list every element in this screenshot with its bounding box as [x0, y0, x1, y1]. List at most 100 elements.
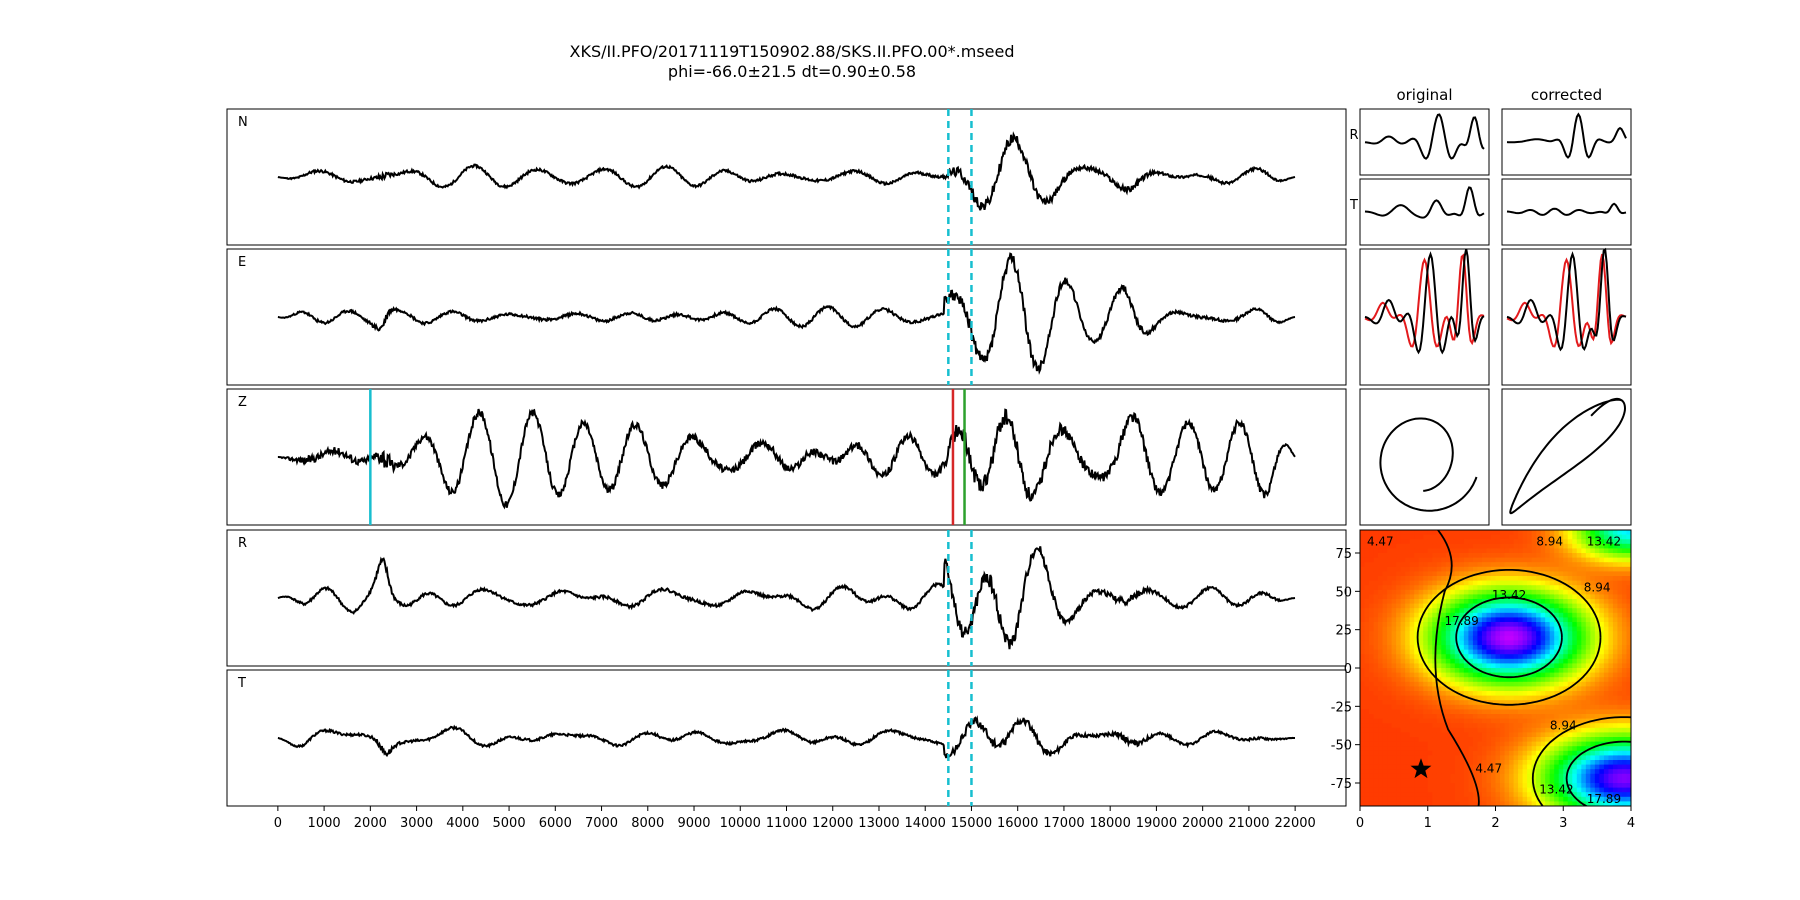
heat-cell: [1396, 658, 1402, 664]
heat-cell: [1391, 557, 1397, 563]
heat-cell: [1626, 677, 1631, 683]
heat-cell: [1594, 626, 1600, 632]
heat-cell: [1360, 672, 1366, 678]
heat-cell: [1608, 571, 1614, 577]
heat-cell: [1522, 640, 1528, 646]
heat-cell: [1536, 663, 1542, 669]
heat-cell: [1373, 534, 1379, 540]
heat-cell: [1405, 649, 1411, 655]
heat-cell: [1545, 594, 1551, 600]
heat-cell: [1612, 783, 1619, 789]
heat-cell: [1531, 723, 1537, 729]
heat-cell: [1441, 727, 1447, 733]
heat-cell: [1608, 778, 1614, 784]
heat-cell: [1360, 677, 1366, 683]
heat-cell: [1450, 649, 1456, 655]
heat-cell: [1441, 691, 1447, 697]
heat-cell: [1382, 746, 1388, 752]
heat-cell: [1509, 612, 1515, 618]
heat-cell: [1545, 778, 1551, 784]
heat-cell: [1454, 599, 1460, 605]
heat-cell: [1581, 764, 1587, 770]
heat-cell: [1454, 764, 1460, 770]
heat-cell: [1567, 746, 1573, 752]
heat-cell: [1518, 622, 1524, 628]
heat-cell: [1536, 672, 1542, 678]
heat-cell: [1608, 635, 1614, 641]
heat-cell: [1445, 755, 1451, 761]
heat-cell: [1432, 783, 1438, 789]
heat-cell: [1405, 677, 1411, 683]
heat-cell: [1545, 631, 1551, 637]
heat-cell: [1531, 695, 1537, 701]
heat-cell: [1387, 686, 1393, 692]
heat-cell: [1427, 801, 1433, 806]
heat-cell: [1445, 603, 1451, 609]
heat-cell: [1567, 548, 1573, 554]
heat-cell: [1481, 663, 1488, 669]
heat-cell: [1522, 571, 1528, 577]
heat-cell: [1382, 571, 1388, 577]
heat-cell: [1626, 530, 1631, 536]
heat-cell: [1436, 658, 1442, 664]
heat-cell: [1522, 626, 1528, 632]
heat-cell: [1450, 792, 1456, 798]
heat-cell: [1459, 534, 1465, 540]
heat-cell: [1540, 796, 1546, 802]
heat-cell: [1391, 571, 1397, 577]
heat-cell: [1563, 649, 1569, 655]
heat-cell: [1441, 658, 1447, 664]
heat-cell: [1531, 741, 1537, 747]
heat-cell: [1608, 727, 1614, 733]
heat-cell: [1450, 764, 1456, 770]
heat-cell: [1558, 539, 1564, 545]
heat-cell: [1382, 534, 1388, 540]
heat-cell: [1504, 750, 1510, 756]
heat-cell: [1576, 801, 1582, 806]
heat-cell: [1445, 672, 1451, 678]
heat-cell: [1590, 704, 1596, 710]
heat-cell: [1445, 723, 1451, 729]
heat-cell: [1369, 773, 1375, 779]
heat-cell: [1621, 787, 1628, 793]
heat-cell: [1418, 658, 1424, 664]
heat-cell: [1364, 566, 1370, 572]
heat-cell: [1531, 704, 1537, 710]
heat-cell: [1504, 764, 1510, 770]
heat-cell: [1445, 773, 1451, 779]
heat-cell: [1427, 571, 1433, 577]
heat-cell: [1445, 787, 1451, 793]
heat-cell: [1436, 764, 1442, 770]
heat-cell: [1418, 727, 1424, 733]
heat-cell: [1518, 589, 1524, 595]
heat-cell: [1594, 571, 1600, 577]
heat-cell: [1396, 741, 1402, 747]
heat-cell: [1441, 755, 1447, 761]
heat-cell: [1504, 654, 1510, 660]
heat-cell: [1481, 530, 1488, 536]
heat-cell: [1400, 746, 1406, 752]
heat-cell: [1581, 608, 1587, 614]
heat-cell: [1490, 727, 1497, 733]
heat-cell: [1414, 672, 1420, 678]
heat-cell: [1545, 548, 1551, 554]
heat-cell: [1563, 737, 1569, 743]
heat-cell: [1463, 608, 1469, 614]
heat-cell: [1590, 603, 1596, 609]
heat-cell: [1563, 704, 1569, 710]
heat-cell: [1427, 608, 1433, 614]
particle-trace: [1364, 186, 1485, 219]
heat-cell: [1572, 580, 1578, 586]
heat-cell: [1418, 622, 1424, 628]
heat-cell: [1396, 769, 1402, 775]
heat-cell: [1612, 649, 1619, 655]
heat-cell: [1612, 585, 1619, 591]
heat-cell: [1527, 654, 1533, 660]
heat-cell: [1414, 543, 1420, 549]
heat-cell: [1463, 727, 1469, 733]
heat-cell: [1369, 599, 1375, 605]
heat-cell: [1504, 709, 1510, 715]
heat-cell: [1585, 737, 1591, 743]
heat-cell: [1612, 612, 1619, 618]
heat-cell: [1549, 760, 1555, 766]
